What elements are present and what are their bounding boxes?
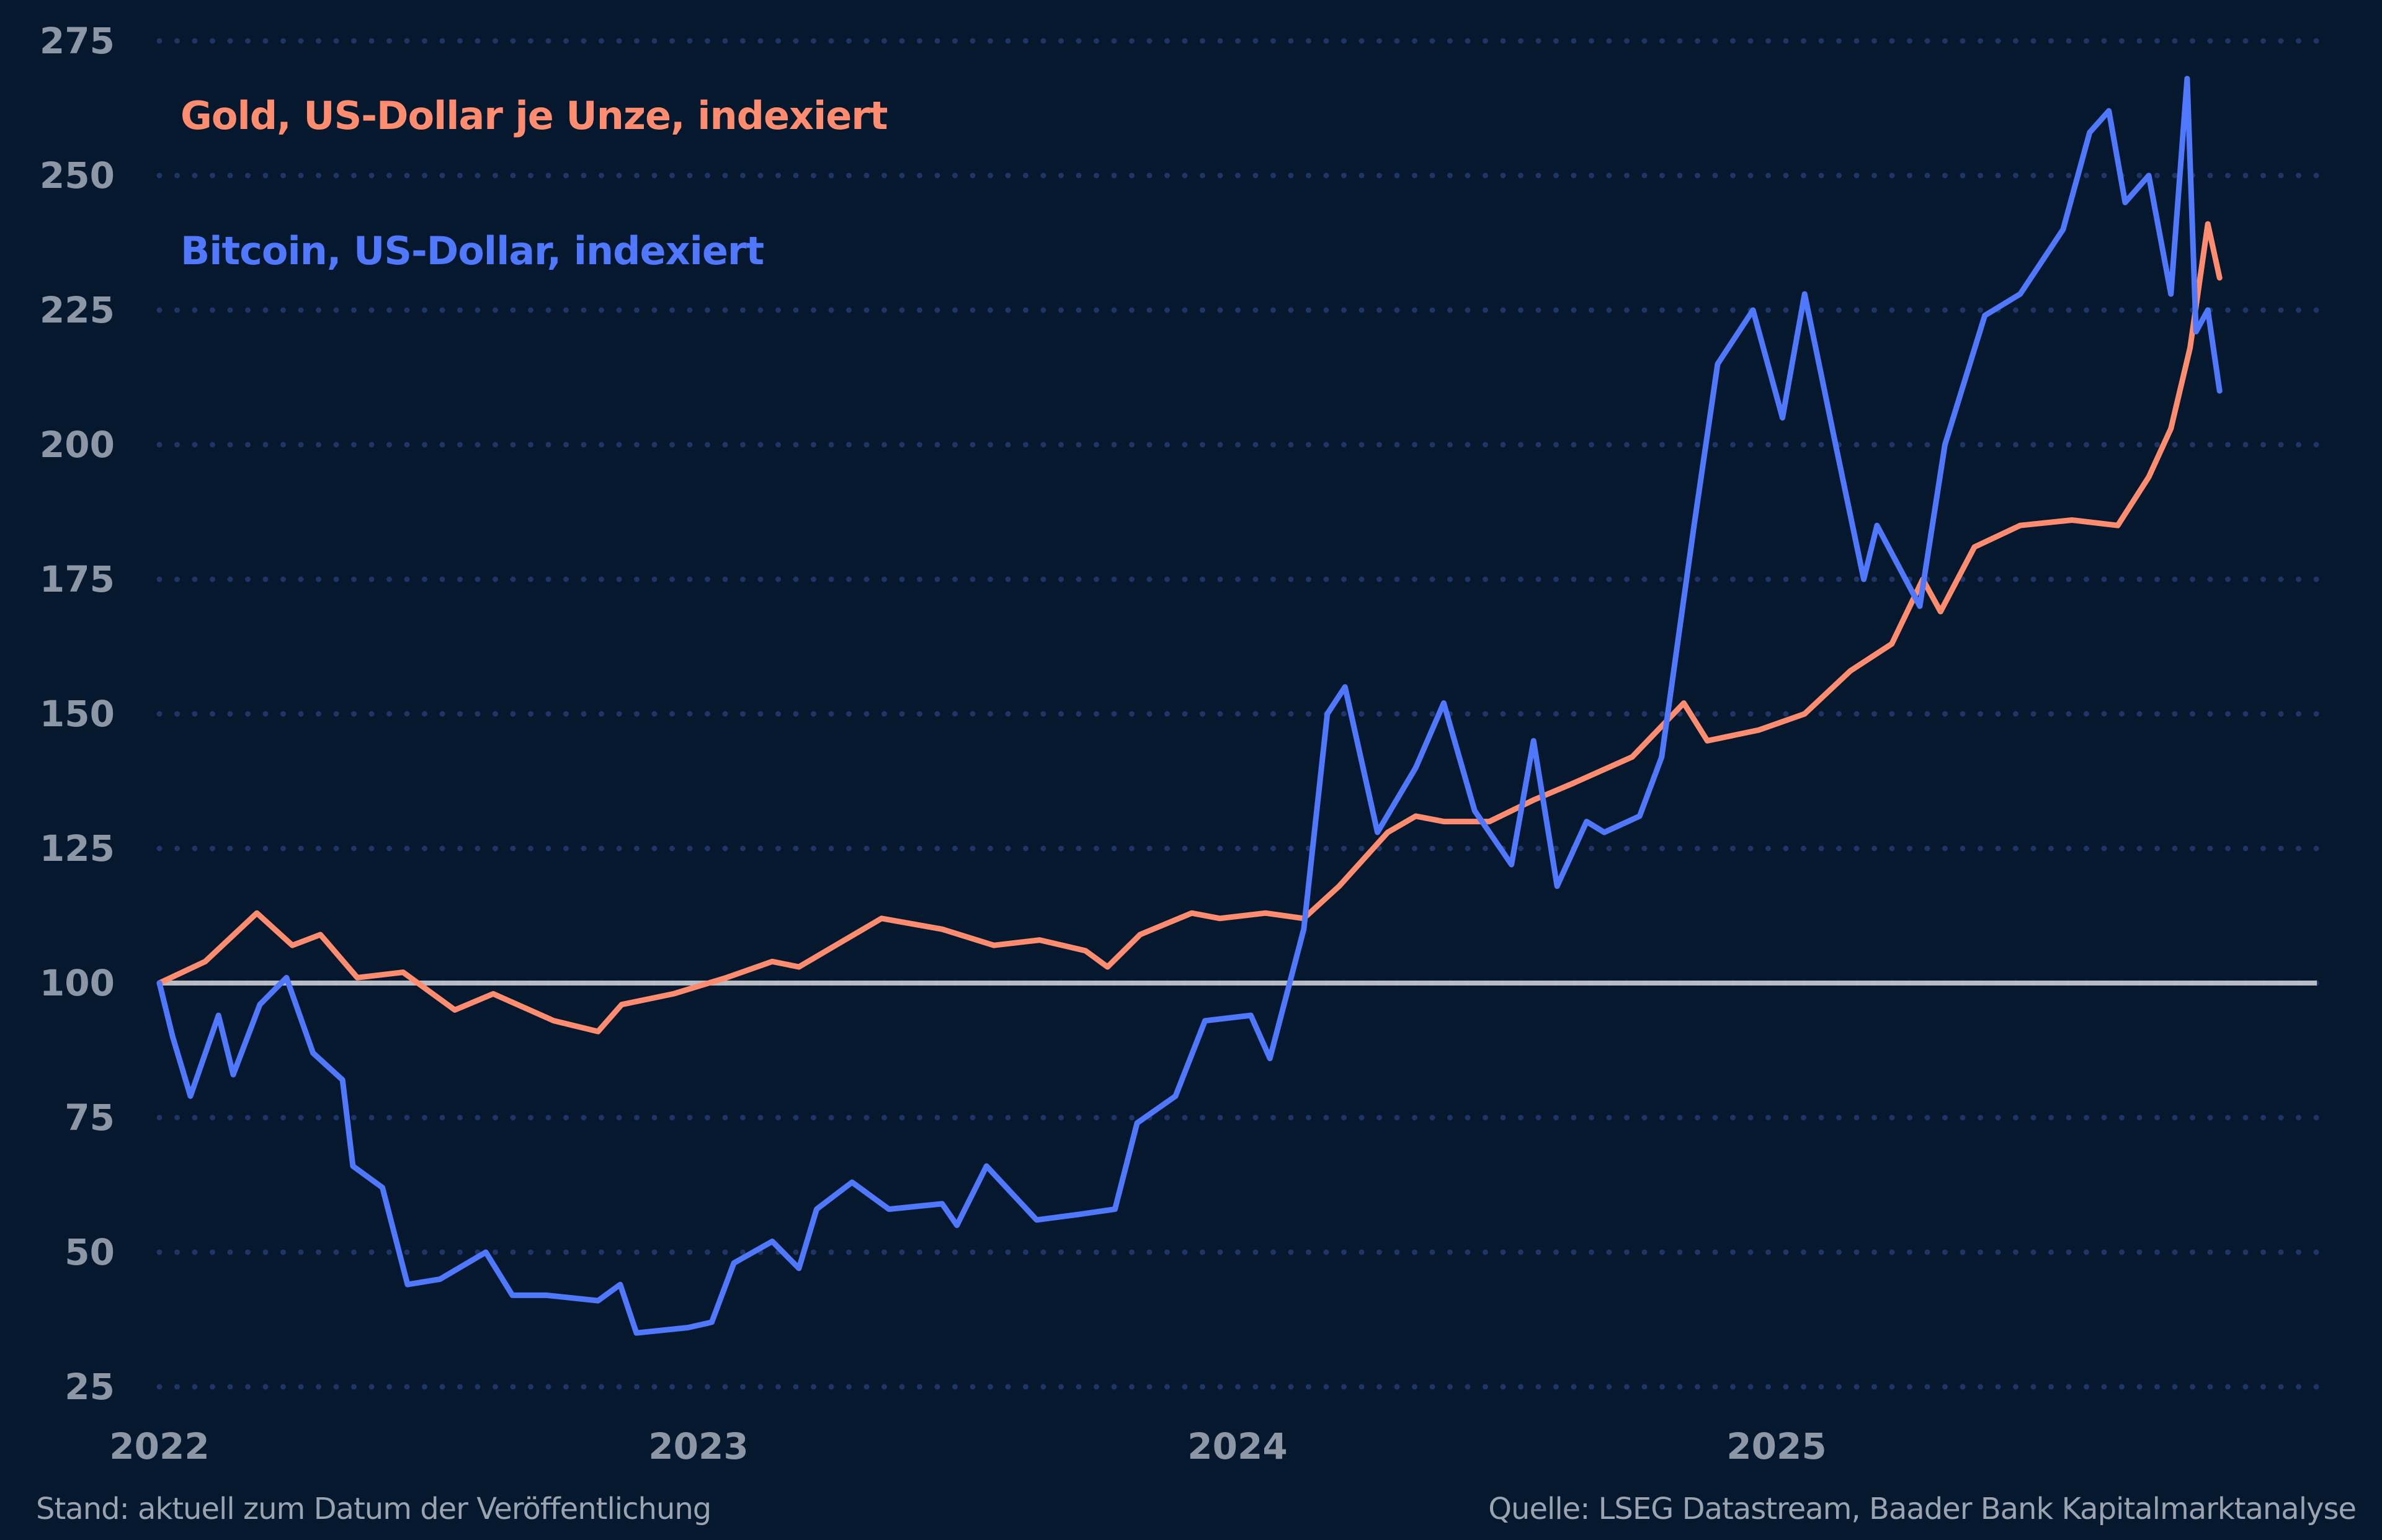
- y-tick-label: 50: [65, 1231, 115, 1273]
- y-tick-label: 250: [40, 154, 115, 197]
- footer-source: Quelle: LSEG Datastream, Baader Bank Kap…: [1488, 1492, 2357, 1526]
- y-tick-label: 275: [40, 20, 115, 62]
- x-tick-label: 2022: [109, 1425, 209, 1467]
- legend-bitcoin: Bitcoin, US-Dollar, indexiert: [181, 228, 764, 274]
- bitcoin-series-line: [156, 76, 2223, 1336]
- x-axis-ticks: 2022 2023 2024 2025: [109, 1425, 1826, 1467]
- x-tick-label: 2023: [648, 1425, 748, 1467]
- y-axis-ticks: 25 50 75 100 125 150 175 200 225 250 275: [40, 20, 115, 1408]
- y-tick-label: 75: [65, 1097, 115, 1139]
- x-tick-label: 2024: [1187, 1425, 1287, 1467]
- footer-date-note: Stand: aktuell zum Datum der Veröffentli…: [36, 1492, 711, 1526]
- y-tick-label: 150: [40, 693, 115, 735]
- gold-series-line: [156, 221, 2223, 1035]
- y-tick-label: 200: [40, 424, 115, 466]
- legend-gold: Gold, US-Dollar je Unze, indexiert: [181, 93, 888, 138]
- y-tick-label: 100: [40, 962, 115, 1004]
- x-tick-label: 2025: [1726, 1425, 1826, 1467]
- y-tick-label: 225: [40, 289, 115, 331]
- y-tick-label: 125: [40, 827, 115, 870]
- y-tick-label: 175: [40, 558, 115, 600]
- y-tick-label: 25: [65, 1366, 115, 1408]
- series-lines: [156, 76, 2223, 1336]
